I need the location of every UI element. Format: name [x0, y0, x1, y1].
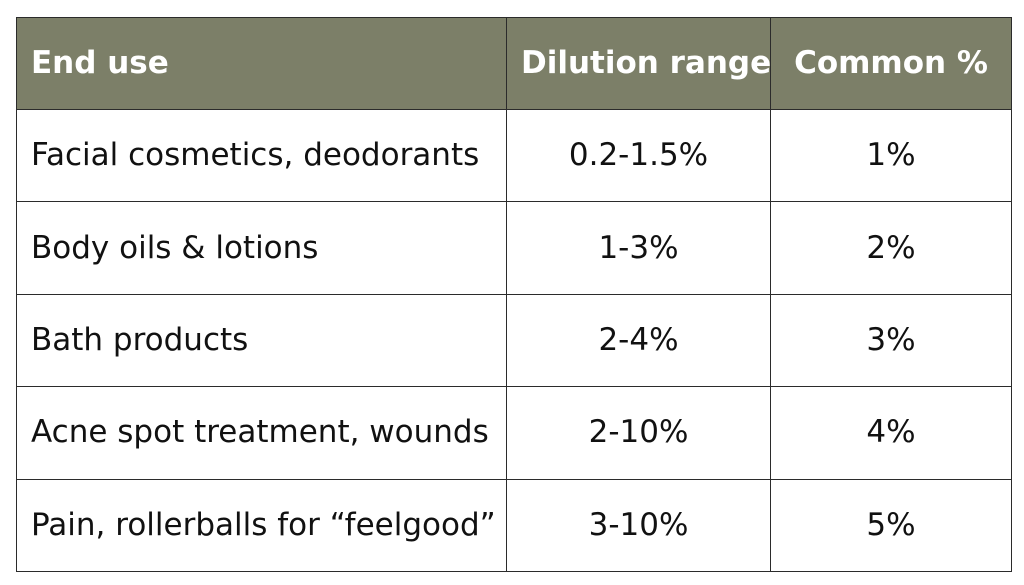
- cell-common-percent: 2%: [770, 201, 1012, 295]
- table-row: Facial cosmetics, deodorants 0.2-1.5% 1%: [16, 108, 1012, 203]
- header-dilution-range: Dilution range: [506, 17, 771, 110]
- header-row: End use Dilution range Common %: [16, 17, 1012, 110]
- table-row: Bath products 2-4% 3%: [16, 293, 1012, 388]
- cell-common-percent: 4%: [770, 386, 1012, 480]
- table-header: End use Dilution range Common %: [16, 17, 1012, 110]
- header-end-use: End use: [16, 17, 507, 110]
- cell-dilution-range: 2-10%: [506, 386, 771, 480]
- cell-end-use: Body oils & lotions: [16, 201, 507, 295]
- header-common-percent: Common %: [770, 17, 1012, 110]
- table-row: Body oils & lotions 1-3% 2%: [16, 201, 1012, 295]
- cell-dilution-range: 3-10%: [506, 478, 771, 573]
- cell-common-percent: 5%: [770, 478, 1012, 573]
- cell-end-use: Acne spot treatment, wounds: [16, 386, 507, 480]
- cell-dilution-range: 0.2-1.5%: [506, 108, 771, 203]
- table-row: Pain, rollerballs for “feelgood” 3-10% 5…: [16, 478, 1012, 573]
- cell-dilution-range: 2-4%: [506, 293, 771, 388]
- cell-common-percent: 3%: [770, 293, 1012, 388]
- cell-end-use: Bath products: [16, 293, 507, 388]
- cell-common-percent: 1%: [770, 108, 1012, 203]
- cell-end-use: Pain, rollerballs for “feelgood”: [16, 478, 507, 573]
- table-body: Facial cosmetics, deodorants 0.2-1.5% 1%…: [16, 108, 1012, 573]
- cell-end-use: Facial cosmetics, deodorants: [16, 108, 507, 203]
- dilution-table: End use Dilution range Common % Facial c…: [16, 17, 1012, 573]
- table-row: Acne spot treatment, wounds 2-10% 4%: [16, 386, 1012, 480]
- cell-dilution-range: 1-3%: [506, 201, 771, 295]
